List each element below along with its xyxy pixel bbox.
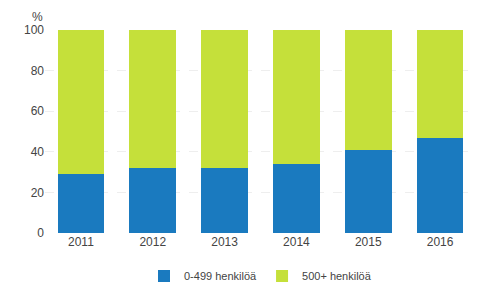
svg-text:2014: 2014 — [283, 235, 310, 249]
svg-text:2011: 2011 — [68, 235, 94, 249]
svg-text:60: 60 — [31, 104, 45, 118]
svg-text:0: 0 — [37, 226, 44, 240]
svg-text:%: % — [32, 10, 43, 24]
svg-text:2013: 2013 — [211, 235, 238, 249]
svg-text:80: 80 — [31, 64, 45, 78]
svg-text:100: 100 — [24, 23, 44, 37]
svg-text:2015: 2015 — [355, 235, 382, 249]
svg-text:2016: 2016 — [427, 235, 454, 249]
svg-text:500+ henkilöä: 500+ henkilöä — [302, 270, 372, 282]
svg-text:2012: 2012 — [139, 235, 166, 249]
svg-text:20: 20 — [31, 186, 45, 200]
svg-text:0-499 henkilöä: 0-499 henkilöä — [184, 270, 257, 282]
svg-text:40: 40 — [31, 145, 45, 159]
